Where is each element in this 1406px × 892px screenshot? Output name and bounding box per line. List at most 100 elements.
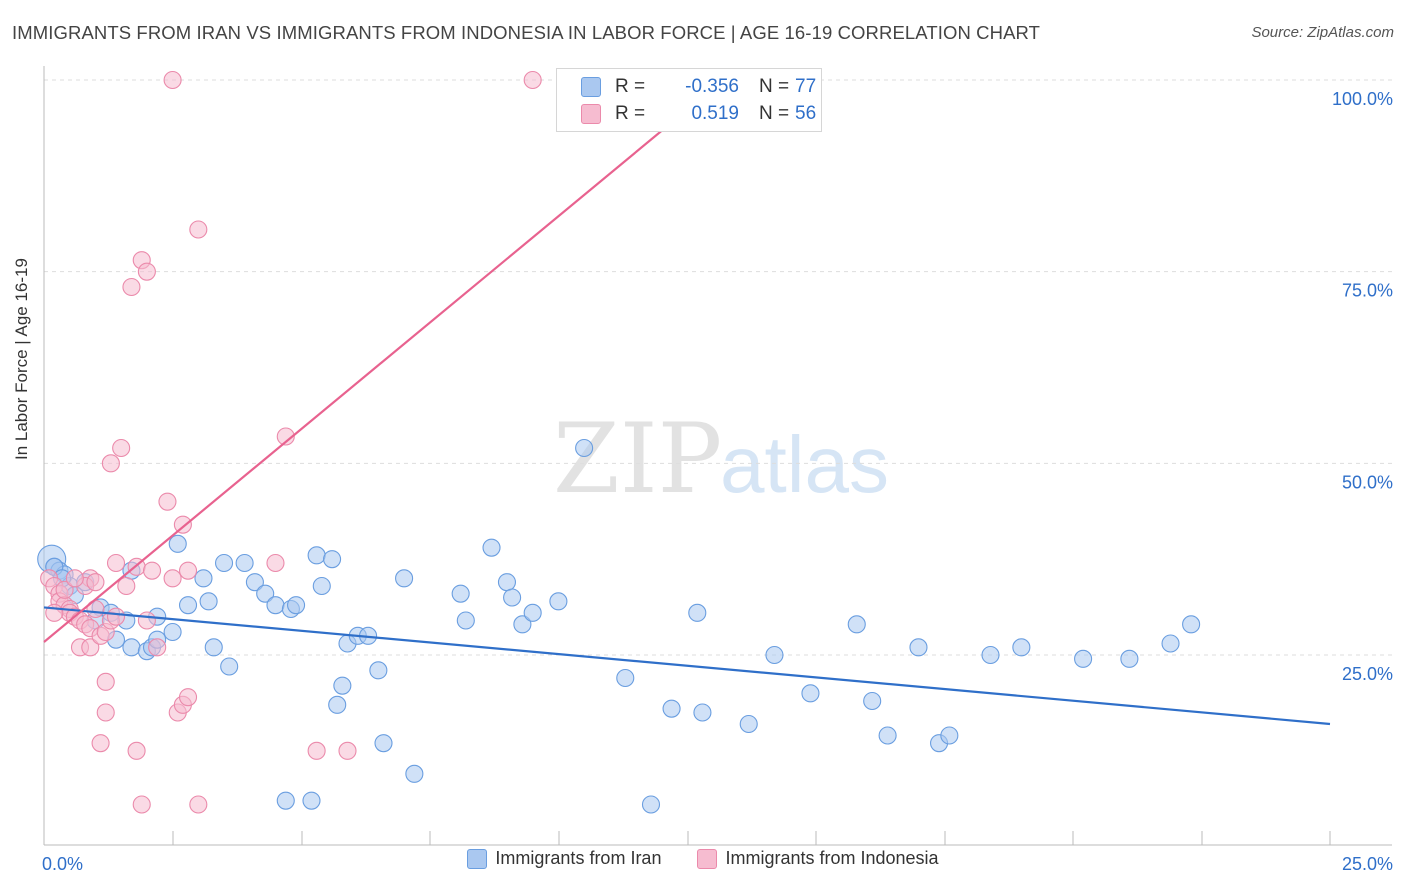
indonesia-point [189,220,208,239]
watermark-atlas: atlas [720,420,889,509]
iran-point [693,703,712,722]
iran-r-value: -0.356 [685,76,739,97]
iran-point [575,438,594,458]
n-label: N = [759,76,790,97]
iran-point [1120,649,1139,668]
stats-box: R = -0.356 N = 77 R = 0.519 N = 56 [556,68,822,132]
indonesia-point [65,569,84,588]
legend-item-iran[interactable]: Immigrants from Iran [467,848,661,869]
r-label: R = [615,103,646,124]
iran-point [194,569,213,588]
legend-item-indonesia[interactable]: Immigrants from Indonesia [697,848,939,869]
indonesia-point [55,580,74,599]
indonesia-point [112,438,131,458]
indonesia-point [163,70,182,90]
indonesia-legend-swatch [697,848,718,869]
iran-point [266,596,285,615]
y-tick-label: 100.0% [1332,89,1393,109]
indonesia-point [178,561,198,580]
iran-legend-swatch [467,848,488,869]
iran-point [497,573,517,592]
iran-point [523,603,542,622]
iran-point [1161,634,1180,653]
indonesia-point [86,573,105,592]
iran-point [199,592,218,611]
iran-point [312,576,331,596]
indonesia-point [137,262,156,281]
indonesia-point [127,741,146,760]
indonesia-point [148,638,167,657]
indonesia-point [91,734,110,753]
iran-point [405,764,424,783]
iran-point [451,584,470,603]
iran-point [456,611,475,630]
indonesia-point [307,741,326,760]
tick-labels: 25.0% 50.0% 75.0% 100.0% 0.0% 25.0% [42,89,1393,874]
iran-point [863,691,882,711]
iran-point [801,684,820,703]
iran-point [256,584,275,603]
iran-point [662,699,681,718]
x-tick-label: 0.0% [42,854,83,874]
indonesia-point [106,553,126,573]
trend-lines [43,79,1331,726]
iran-point [503,588,522,607]
indonesia-point [178,688,198,707]
indonesia-point [338,741,357,760]
iran-point [688,603,707,622]
iran-point [981,645,1000,665]
indonesia-point [173,515,192,534]
indonesia-point [523,70,542,90]
iran-point [616,668,635,688]
source-label: Source: ZipAtlas.com [1251,24,1394,41]
indonesia-point [142,561,162,580]
iran-point [163,622,182,642]
iran-point [1182,615,1201,634]
iran-point [909,638,928,657]
indonesia-point [163,569,182,588]
iran-point [641,795,661,814]
iran-point [276,791,295,810]
x-tick-label: 25.0% [1342,854,1393,874]
iran-point [374,734,393,753]
iran-point [287,596,306,615]
r-label: R = [615,76,646,97]
indonesia-point [96,703,115,722]
indonesia-point [189,795,208,814]
iran-point [168,534,187,553]
iran-point [214,553,234,573]
indonesia-point [137,611,156,630]
iran-point [302,791,321,810]
indonesia-point [158,492,177,511]
indonesia-r-value: 0.519 [691,103,739,124]
watermark-zip: ZIP [553,403,722,515]
y-tick-label: 50.0% [1342,472,1393,492]
iran-point [235,553,254,573]
iran-point [1074,649,1093,668]
iran-point [549,592,568,611]
iran-point [369,661,388,680]
axes [43,66,1392,846]
indonesia-point [106,607,126,626]
iran-point [878,726,897,745]
indonesia-point [81,638,100,657]
iran-point [395,569,414,588]
iran-point [513,615,532,634]
iran-n-value: 77 [795,76,817,97]
iran-swatch [581,77,601,97]
iran-point [220,657,239,676]
indonesia-point [266,553,285,573]
indonesia-point [276,427,295,446]
iran-point [847,615,866,634]
indonesia-n-value: 56 [795,103,817,124]
iran-point [940,726,959,745]
iran-point [245,573,264,592]
indonesia-point [117,576,136,596]
indonesia-swatch [581,104,601,124]
iran-point [1012,638,1031,657]
indonesia-point [101,454,120,473]
gridlines [44,79,1392,656]
iran-point [765,645,784,665]
indonesia-point [132,795,151,814]
